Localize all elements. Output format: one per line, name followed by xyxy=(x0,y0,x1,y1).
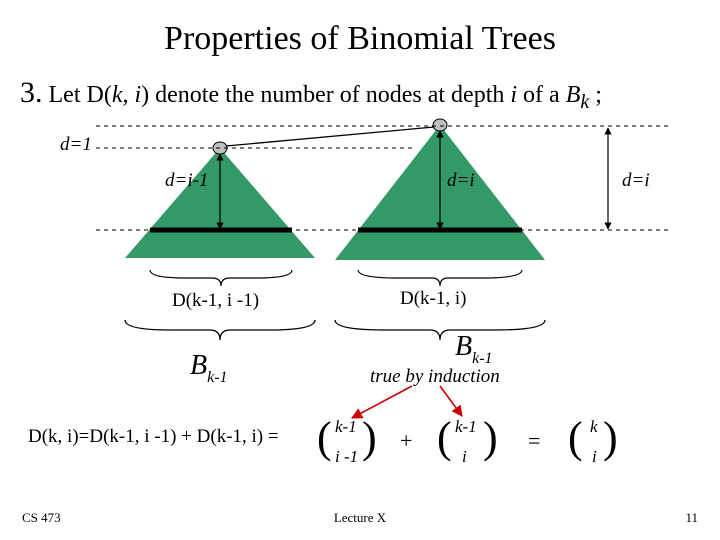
d1-label: d=1 xyxy=(60,134,92,155)
di-minus-1-label: d=i-1 xyxy=(165,170,208,191)
eq-plus: + xyxy=(400,428,412,453)
eq-c2-bot: i xyxy=(462,447,467,466)
eq-paren-r3: ) xyxy=(603,413,618,462)
Dk-right-label: D(k-1, i) xyxy=(400,288,466,309)
diagram-svg: d=1 d=i-1 d=i d=i D(k-1, i -1) D(k-1, i)… xyxy=(0,0,720,540)
di-right-label: d=i xyxy=(622,170,650,191)
eq-c3-bot: i xyxy=(592,447,597,466)
Bk-left: Bk-1 xyxy=(190,350,228,386)
brace-left-small xyxy=(150,270,292,286)
Dk-left-label: D(k-1, i -1) xyxy=(172,290,259,311)
eq-paren-l1: ( xyxy=(317,413,332,462)
eq-c3-top: k xyxy=(590,417,598,436)
eq-paren-r1: ) xyxy=(362,413,377,462)
eq-paren-r2: ) xyxy=(483,413,498,462)
eq-c1-top: k-1 xyxy=(335,417,357,436)
true-by-induction: true by induction xyxy=(370,366,500,387)
eq-lhs: D(k, i)=D(k-1, i -1) + D(k-1, i) = xyxy=(28,426,279,447)
eq-paren-l3: ( xyxy=(568,413,583,462)
eq-c1-bot: i -1 xyxy=(335,447,358,466)
footer-center: Lecture X xyxy=(0,510,720,526)
di-left-label: d=i xyxy=(447,170,475,191)
brace-right-big xyxy=(335,320,545,340)
eq-eq: = xyxy=(528,428,540,453)
brace-right-small xyxy=(358,270,522,286)
eq-paren-l2: ( xyxy=(437,413,452,462)
red-arrow-right xyxy=(440,386,462,416)
red-arrow-left xyxy=(352,386,412,418)
apex-connector xyxy=(226,127,434,146)
eq-c2-top: k-1 xyxy=(455,417,477,436)
brace-left-big xyxy=(125,320,315,340)
footer-right: 11 xyxy=(685,510,698,526)
Bk-right: Bk-1 xyxy=(455,331,493,367)
right-apex-dot xyxy=(433,119,447,131)
